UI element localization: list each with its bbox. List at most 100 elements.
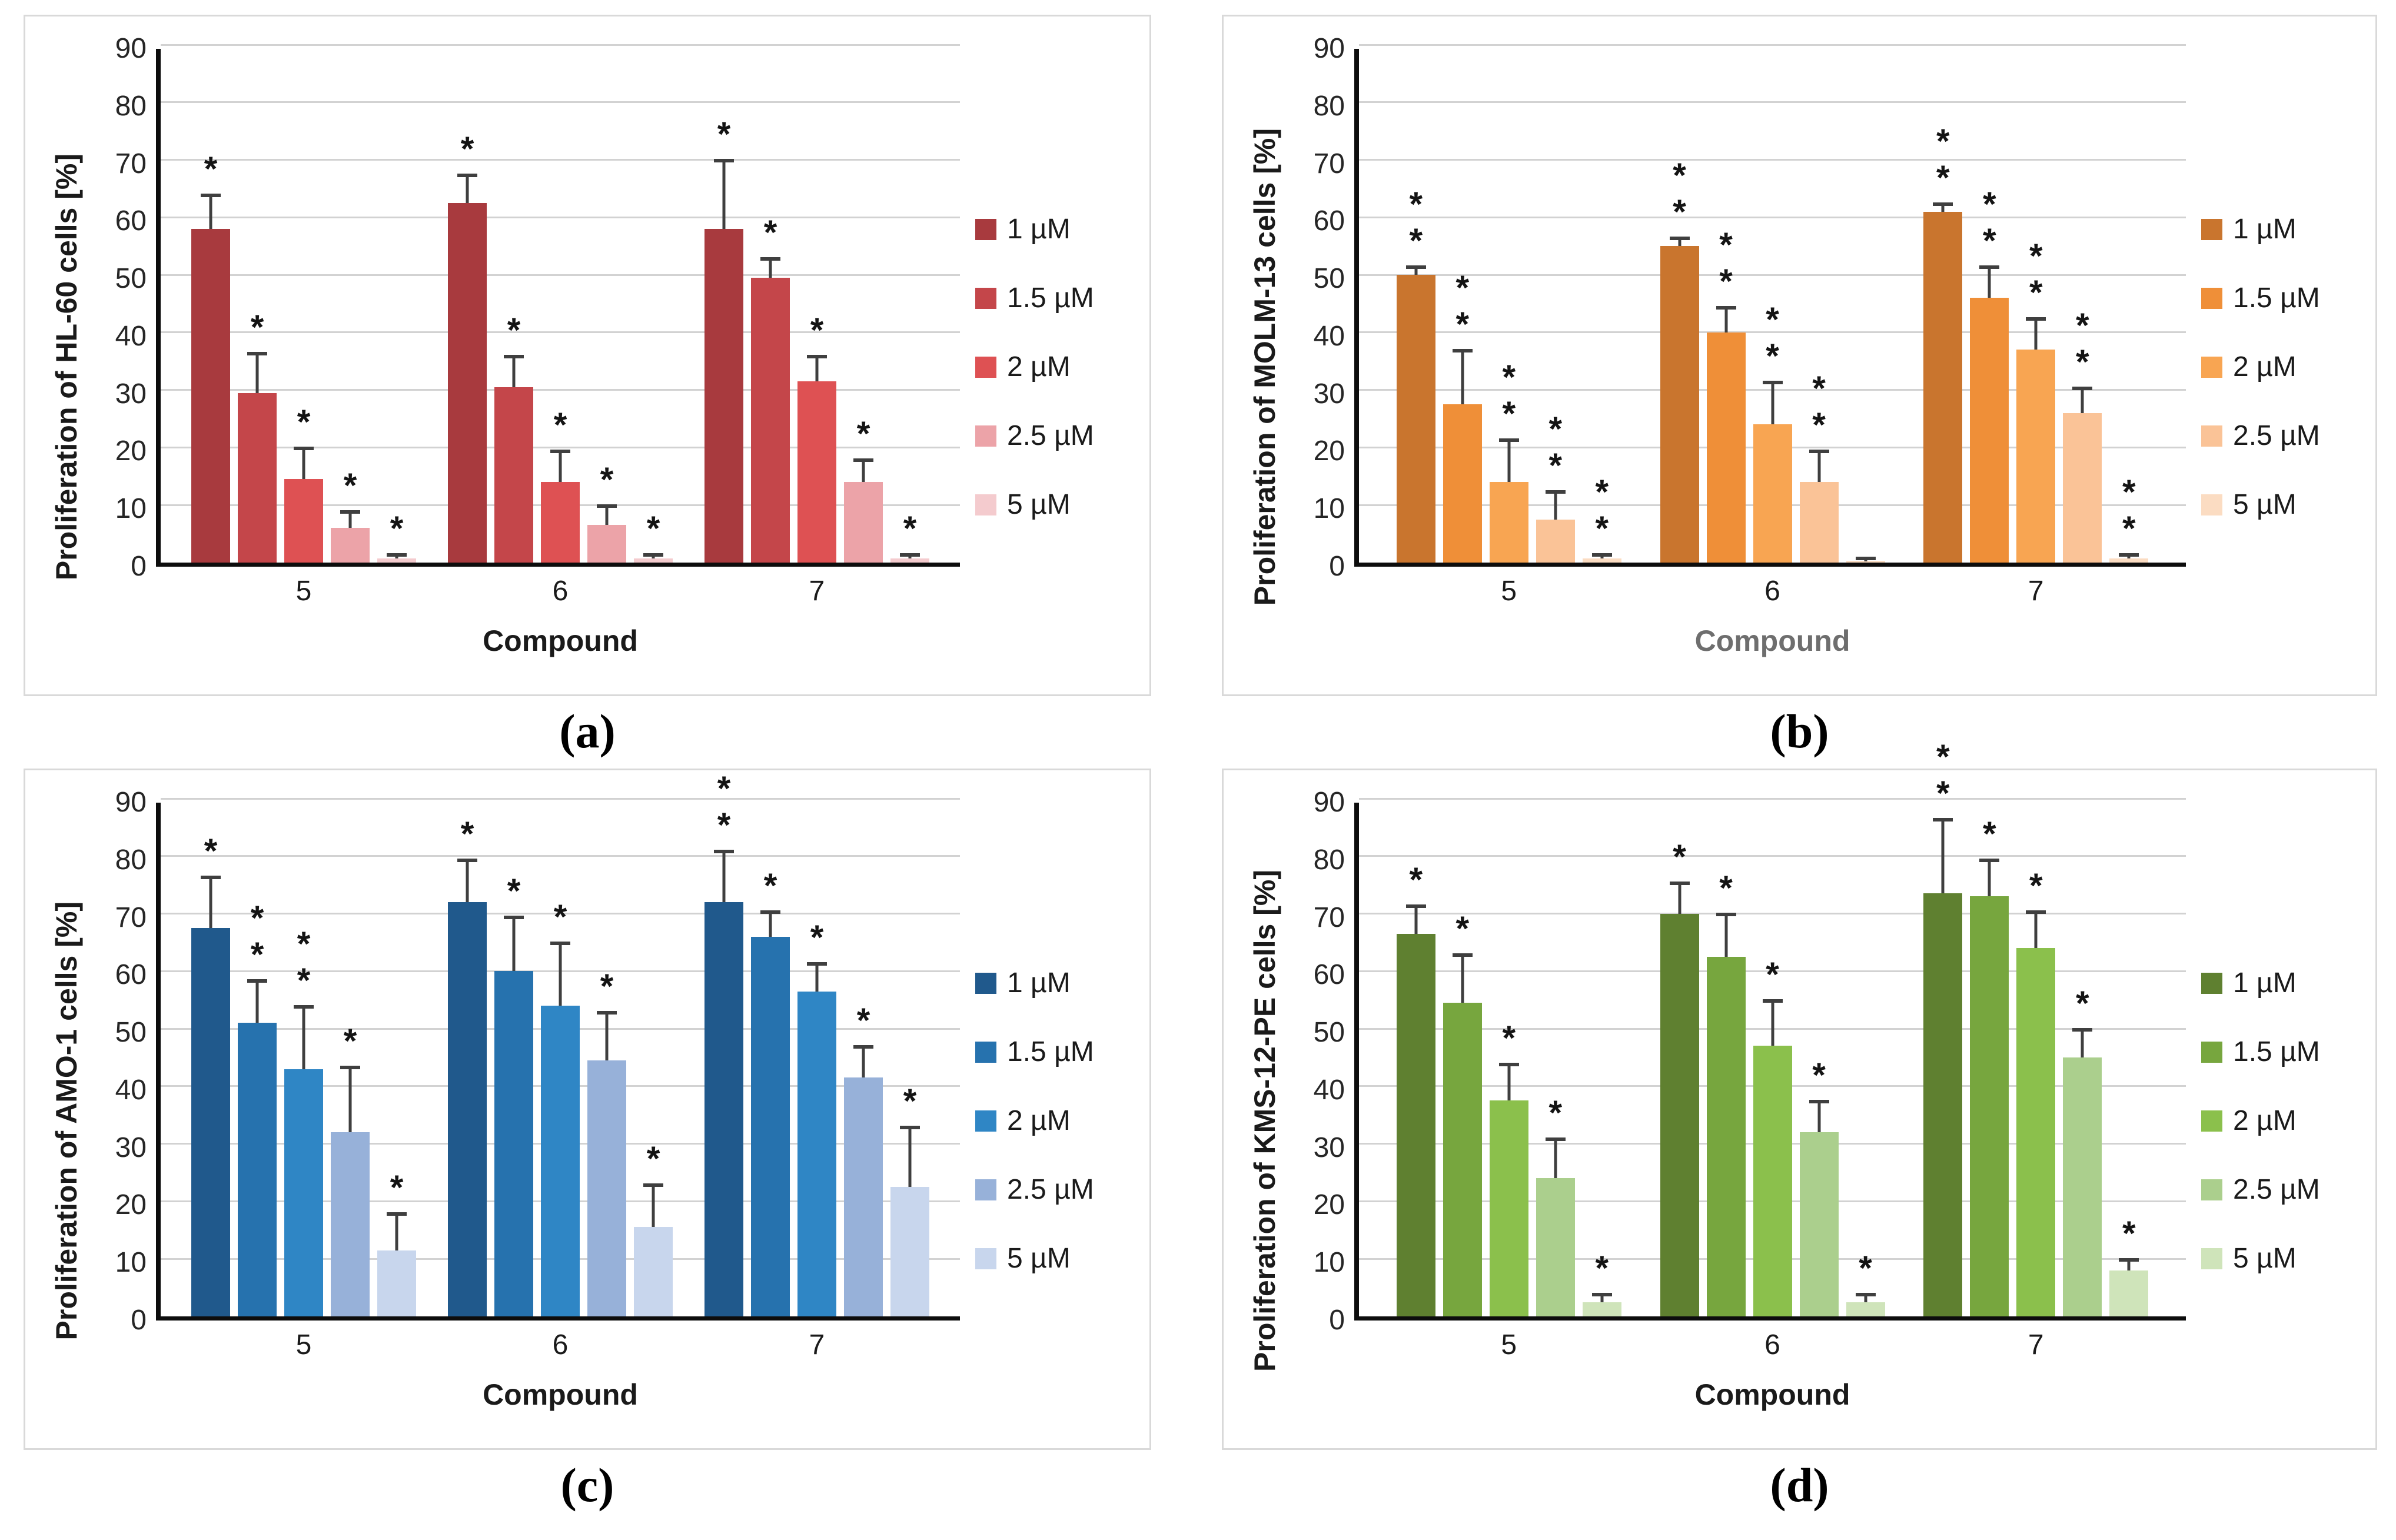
gridline: [161, 159, 960, 161]
y-tick-label: 90: [115, 787, 147, 818]
bar-slot: * *: [1799, 49, 1839, 563]
significance-asterisk: *: [1673, 837, 1686, 876]
panel-b: Proliferation of MOLM-13 cells [%] 0 10 20…: [1222, 15, 2377, 696]
error-bar-cap: [1933, 202, 1953, 206]
significance-asterisk: *: [390, 510, 404, 548]
significance-asterisk: *: [810, 918, 824, 957]
significance-asterisk: *: [646, 1140, 660, 1178]
error-bar-cap: [201, 875, 221, 879]
y-tick-label: 70: [1313, 902, 1345, 933]
figure-letter-b: (b): [1770, 704, 1829, 758]
error-bar-cap: [2072, 386, 2093, 390]
significance-asterisk: *: [810, 311, 824, 350]
error-bar-cap: [853, 458, 873, 462]
error-bar-cap: [1855, 557, 1876, 561]
error-bar-cap: [2072, 1028, 2093, 1032]
significance-asterisk: *: [343, 466, 357, 505]
significance-asterisk: *: [1502, 1019, 1516, 1057]
bar-slot: *: [797, 803, 836, 1316]
error-bar-cap: [1762, 380, 1783, 384]
error-bar-cap: [1809, 1100, 1829, 1104]
legend-label: 1.5 µM: [2233, 282, 2320, 314]
error-bar-cap: [294, 1005, 314, 1009]
error-bar: [255, 355, 259, 393]
error-bar-cap: [1498, 438, 1519, 442]
error-bar-cap: [2026, 317, 2046, 321]
error-bar-cap: [1979, 265, 2000, 270]
error-bar-cap: [387, 1212, 407, 1216]
bar: [191, 228, 230, 563]
significance-asterisk: *: [390, 1168, 404, 1207]
error-bar: [1678, 884, 1681, 914]
y-tick-label: 60: [115, 959, 147, 991]
gridline: [1359, 44, 2186, 46]
legend-item: 5 µM: [975, 1242, 1135, 1275]
error-bar: [1941, 821, 1945, 894]
significance-asterisk: *: [507, 872, 521, 911]
legend-label: 2.5 µM: [2233, 1174, 2320, 1205]
legend-label: 1.5 µM: [1007, 1036, 1094, 1067]
error-bar-cap: [900, 553, 920, 557]
error-bar: [1414, 907, 1418, 934]
gridline: [161, 389, 960, 391]
error-bar-cap: [387, 553, 407, 557]
plot-area: * * * * * * * * * * * * * * *: [156, 44, 960, 567]
bar-slot: *: [1706, 803, 1746, 1316]
bar: [2063, 1057, 2102, 1316]
legend-item: 1.5 µM: [975, 1036, 1135, 1068]
legend-item: 1 µM: [2201, 967, 2361, 999]
y-tick-label: 70: [1313, 148, 1345, 179]
error-bar-cap: [807, 962, 827, 966]
bar-slot: * *: [1923, 739, 1963, 1316]
significance-asterisk: *: [343, 1022, 357, 1060]
bar-slot: *: [2063, 803, 2102, 1316]
y-axis-title-column-a: Proliferation of HL-60 cells [%]: [34, 49, 99, 685]
error-bar: [559, 945, 562, 1006]
bar: [331, 528, 370, 563]
legend-item: 1.5 µM: [2201, 1036, 2361, 1068]
error-bar-cap: [853, 1045, 873, 1049]
x-tick-label: 5: [1501, 1329, 1517, 1361]
figure-letter-c: (c): [560, 1458, 614, 1512]
bar-group-compound-5: * * * * * * * * * *: [1395, 49, 1623, 563]
error-bar-cap: [2119, 1258, 2139, 1262]
error-bar-cap: [201, 194, 221, 198]
y-tick-label: 30: [115, 378, 147, 410]
error-bar-cap: [340, 510, 360, 514]
legend-item: 2 µM: [2201, 1105, 2361, 1137]
bar: [331, 1132, 370, 1316]
error-bar-cap: [1855, 1292, 1876, 1296]
bar-group-compound-7: * * * * * * * * * *: [1922, 49, 2149, 563]
significance-asterisk: *: [204, 150, 218, 189]
error-bar: [512, 358, 516, 387]
bar: [1923, 893, 1963, 1316]
gridline: [161, 216, 960, 218]
y-axis-title: Proliferation of MOLM-13 cells [%]: [1248, 128, 1281, 606]
error-bar: [2081, 390, 2084, 413]
legend-swatch: [975, 1248, 996, 1269]
significance-asterisk: *: [903, 1082, 917, 1121]
legend-item: 2 µM: [975, 1105, 1135, 1137]
gridline: [1359, 855, 2186, 857]
gridline: [161, 101, 960, 104]
bar: [704, 902, 743, 1316]
legend-label: 2.5 µM: [1007, 1174, 1094, 1205]
y-tick-label: 80: [115, 90, 147, 122]
significance-asterisk: * *: [1719, 225, 1733, 301]
figure-letter-d: (d): [1770, 1458, 1829, 1512]
y-tick-label: 30: [115, 1132, 147, 1163]
y-tick-label: 40: [115, 320, 147, 352]
legend-label: 2 µM: [1007, 351, 1071, 382]
error-bar: [348, 513, 352, 528]
bar-slot: *: [377, 49, 416, 563]
y-axis-ticks: 0 10 20 30 40 50 60 70 80 90: [99, 787, 156, 1336]
y-tick-label: 50: [1313, 1017, 1345, 1049]
y-tick-label: 40: [115, 1074, 147, 1106]
significance-asterisk: *: [1812, 1056, 1826, 1095]
legend-item: 2.5 µM: [2201, 1173, 2361, 1206]
legend-label: 2 µM: [2233, 351, 2297, 382]
y-tick-label: 20: [1313, 1189, 1345, 1221]
bar-slot: *: [890, 803, 929, 1316]
y-tick-label: 20: [115, 1189, 147, 1221]
